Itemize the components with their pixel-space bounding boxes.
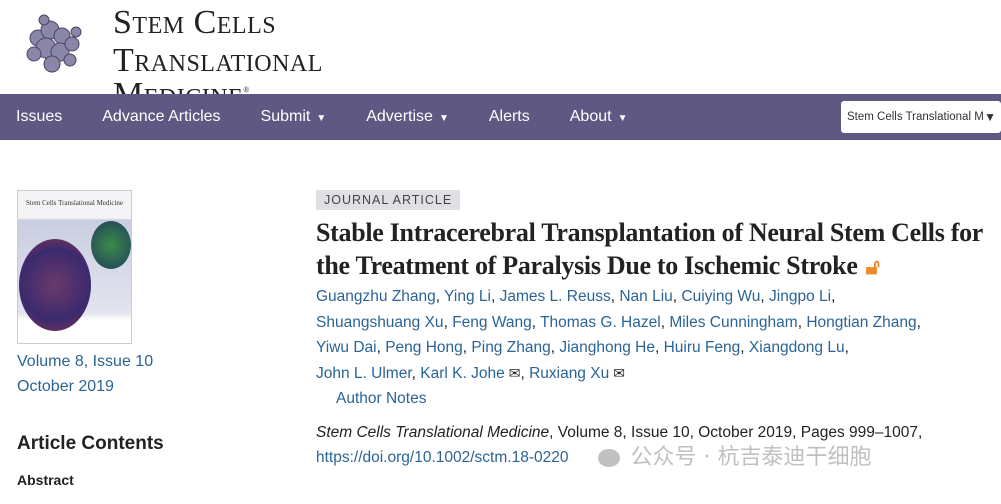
journal-select-value: Stem Cells Translational M	[847, 111, 984, 123]
nav-item-label: About	[569, 108, 612, 125]
author-link[interactable]: Ping Zhang	[471, 339, 551, 356]
author-link[interactable]: Cuiying Wu	[681, 288, 761, 305]
wechat-icon	[598, 449, 621, 467]
cover-circle-green	[91, 221, 131, 269]
author-link[interactable]: Yiwu Dai	[316, 339, 377, 356]
article-title: Stable Intracerebral Transplantation of …	[316, 218, 983, 280]
author-link[interactable]: Peng Hong	[385, 339, 463, 356]
issue-cover-image[interactable]: Stem Cells Translational Medicine	[17, 190, 132, 344]
email-icon[interactable]: ✉	[613, 364, 625, 381]
nav-item-submit[interactable]: Submit ▼	[261, 108, 327, 126]
nav-item-label: Alerts	[488, 108, 530, 125]
author-link[interactable]: James L. Reuss	[499, 288, 611, 305]
author-link[interactable]: Nan Liu	[619, 288, 673, 305]
article-type-badge: JOURNAL ARTICLE	[316, 190, 461, 210]
doi-link[interactable]: https://doi.org/10.1002/sctm.18-0220	[316, 449, 569, 467]
contents-item-abstract[interactable]: Abstract	[17, 472, 74, 488]
caret-down-icon: ▼	[438, 113, 449, 124]
author-notes-link[interactable]: Author Notes	[336, 390, 427, 407]
doi-row: https://doi.org/10.1002/sctm.18-0220 公众号…	[316, 445, 1001, 471]
author-link[interactable]: Shuangshuang Xu	[316, 313, 444, 331]
article-contents-heading: Article Contents	[17, 433, 164, 454]
author-link[interactable]: Thomas G. Hazel	[540, 313, 661, 331]
author-link[interactable]: Miles Cunningham	[669, 313, 798, 331]
watermark: 公众号 · 杭吉泰迪干细胞	[598, 445, 871, 471]
author-link[interactable]: Karl K. Johe	[420, 364, 505, 382]
author-link[interactable]: John L. Ulmer	[316, 364, 412, 382]
logo-line-1: Stem Cells	[113, 4, 277, 41]
citation-journal: Stem Cells Translational Medicine	[316, 423, 550, 441]
email-icon[interactable]: ✉	[508, 364, 521, 381]
journal-logo[interactable]: Stem Cells Translational Medicine®	[18, 4, 322, 112]
citation: Stem Cells Translational Medicine, Volum…	[316, 420, 922, 446]
author-link[interactable]: Hongtian Zhang	[806, 313, 917, 331]
caret-down-icon: ▼	[617, 113, 628, 124]
author-link[interactable]: Guangzhu Zhang	[316, 288, 436, 305]
caret-down-icon: ▼	[316, 113, 327, 124]
author-link[interactable]: Ying Li	[444, 288, 491, 305]
author-list: Guangzhu Zhang, Ying Li, James L. Reuss,…	[316, 288, 921, 382]
issue-date-link[interactable]: October 2019	[17, 378, 114, 395]
cover-circle-red	[19, 239, 91, 331]
cover-title: Stem Cells Translational Medicine	[26, 199, 124, 207]
nav-item-advance-articles[interactable]: Advance Articles	[102, 108, 220, 126]
article-header: JOURNAL ARTICLE Stable Intracerebral Tra…	[316, 190, 1001, 471]
nav-item-advertise[interactable]: Advertise ▼	[366, 108, 449, 126]
nav-item-label: Advance Articles	[102, 108, 221, 125]
nav-item-alerts[interactable]: Alerts	[489, 108, 530, 126]
volume-issue-link[interactable]: Volume 8, Issue 10	[17, 353, 154, 370]
nav-item-label: Issues	[16, 108, 63, 125]
main-nav: Issues Advance Articles Submit ▼ Advertise ▼ A…	[0, 94, 1001, 140]
cells-logo-icon	[26, 14, 82, 73]
author-link[interactable]: Ruxiang Xu	[529, 364, 610, 382]
journal-select[interactable]: Stem Cells Translational M ▼	[841, 101, 1001, 133]
nav-item-issues[interactable]: Issues	[16, 108, 62, 126]
author-link[interactable]: Huiru Feng	[663, 339, 741, 356]
open-access-icon: 🔓︎	[865, 254, 880, 279]
dropdown-arrow-icon: ▼	[984, 110, 996, 124]
nav-item-label: Submit	[260, 108, 311, 125]
article-title-block: Stable Intracerebral Transplantation of …	[316, 216, 1001, 283]
citation-details: , Volume 8, Issue 10, October 2019, Page…	[549, 423, 923, 441]
watermark-text: 公众号 · 杭吉泰迪干细胞	[630, 445, 872, 470]
nav-item-label: Advertise	[366, 108, 433, 125]
registered-mark: ®	[243, 85, 250, 95]
author-link[interactable]: Xiangdong Lu	[748, 339, 845, 356]
author-link[interactable]: Jianghong He	[559, 339, 655, 356]
author-link[interactable]: Jingpo Li	[769, 288, 832, 305]
author-link[interactable]: Feng Wang	[452, 313, 532, 331]
nav-item-about[interactable]: About ▼	[570, 108, 628, 126]
